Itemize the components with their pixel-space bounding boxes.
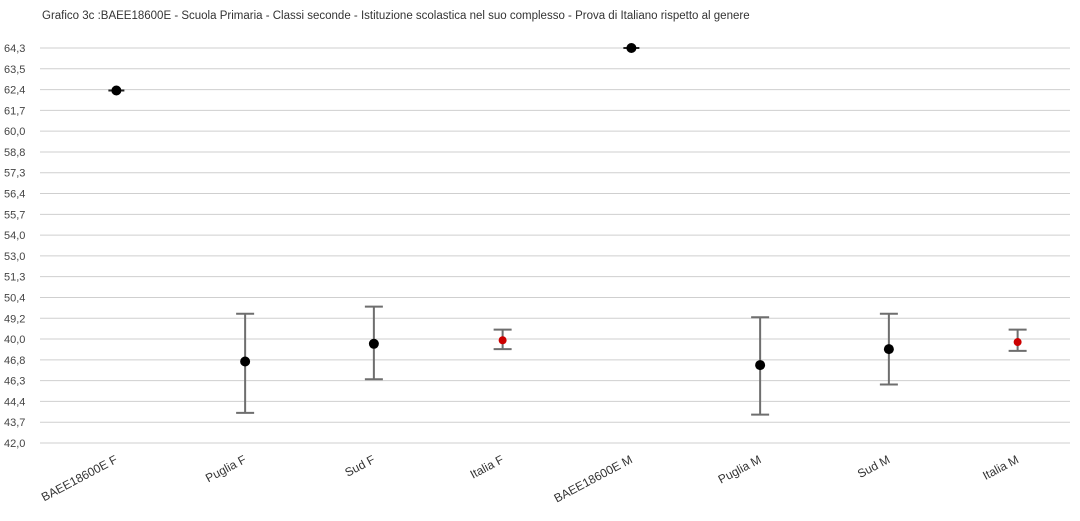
y-tick-label: 43,7 <box>4 417 25 429</box>
x-tick-label: Puglia M <box>716 452 764 486</box>
x-tick-label: BAEE18600E M <box>552 452 635 505</box>
data-point <box>368 338 379 349</box>
data-point <box>111 85 122 96</box>
y-tick-label: 63,5 <box>4 64 25 76</box>
data-point <box>626 43 637 53</box>
y-tick-label: 46,3 <box>4 376 25 388</box>
x-tick-label: BAEE18600E F <box>39 452 120 504</box>
gridlines <box>40 47 1070 444</box>
data-points <box>111 43 1022 371</box>
y-tick-label: 40,0 <box>4 334 25 346</box>
y-tick-label: 51,3 <box>4 272 25 284</box>
y-axis-ticks: 42,0 43,7 44,4 46,3 46,8 40,0 49,2 50,4 51,3 53,0… <box>4 43 25 450</box>
y-tick-label: 57,3 <box>4 168 25 180</box>
x-tick-label: Puglia F <box>203 452 248 485</box>
chart-title: Grafico 3c :BAEE18600E - Scuola Primaria… <box>42 10 750 22</box>
data-point <box>755 360 766 371</box>
x-tick-label: Sud F <box>342 452 377 479</box>
data-point <box>883 344 894 355</box>
y-tick-label: 54,0 <box>4 230 25 242</box>
x-tick-label: Italia M <box>980 452 1021 483</box>
y-tick-label: 55,7 <box>4 209 25 221</box>
x-tick-label: Sud M <box>855 452 892 481</box>
data-point <box>240 356 251 367</box>
y-tick-label: 58,8 <box>4 147 25 159</box>
y-tick-label: 56,4 <box>4 189 25 201</box>
y-tick-label: 64,3 <box>4 43 25 55</box>
y-tick-label: 60,0 <box>4 126 25 138</box>
y-tick-label: 50,4 <box>4 292 25 304</box>
y-tick-label: 42,0 <box>4 438 25 450</box>
y-tick-label: 62,4 <box>4 85 25 97</box>
x-tick-label: Italia F <box>468 452 506 481</box>
x-axis-ticks: BAEE18600E F Puglia F Sud F Italia F BAEE186… <box>39 452 1021 505</box>
y-tick-label: 61,7 <box>4 105 25 117</box>
data-point <box>1013 338 1022 347</box>
y-tick-label: 49,2 <box>4 313 25 325</box>
y-tick-label: 44,4 <box>4 396 25 408</box>
data-point <box>498 336 507 345</box>
y-tick-label: 46,8 <box>4 355 25 367</box>
y-tick-label: 53,0 <box>4 251 25 263</box>
